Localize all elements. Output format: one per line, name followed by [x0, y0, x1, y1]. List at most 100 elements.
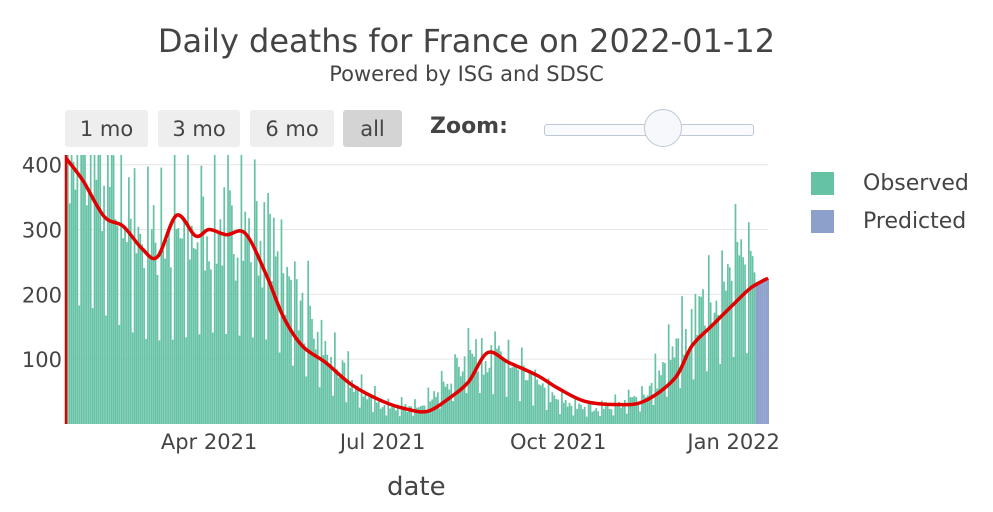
bar-observed: [725, 290, 727, 424]
bar-observed: [271, 281, 273, 424]
bar-observed: [171, 339, 174, 424]
bar-observed: [540, 385, 542, 424]
bar-observed: [227, 155, 229, 424]
bar-observed: [450, 383, 453, 424]
bar-observed: [190, 225, 193, 424]
bar-predicted: [757, 283, 760, 424]
bar-observed: [707, 255, 710, 424]
bar-observed: [255, 201, 258, 424]
bar-observed: [89, 155, 92, 424]
bar-observed: [602, 409, 605, 424]
bar-observed: [715, 300, 718, 424]
bar-observed: [301, 292, 304, 424]
legend-item-observed[interactable]: Observed: [811, 171, 969, 196]
bar-observed: [274, 256, 277, 424]
bar-observed: [221, 265, 224, 424]
legend-item-predicted[interactable]: Predicted: [811, 209, 966, 234]
bar-observed: [295, 279, 298, 424]
bar-observed: [738, 255, 741, 424]
bar-observed: [633, 396, 636, 424]
bar-observed: [204, 270, 207, 424]
bar-observed: [141, 244, 144, 424]
bar-observed: [152, 205, 155, 424]
bar-observed: [744, 264, 746, 424]
bar-observed: [726, 264, 729, 424]
bar-observed: [311, 318, 313, 424]
bar-observed: [345, 402, 348, 424]
bar-observed: [91, 308, 94, 424]
bar-observed: [127, 177, 130, 424]
bar-observed: [488, 367, 491, 424]
bar-observed: [181, 238, 184, 424]
bar-observed: [335, 369, 338, 424]
bar-observed: [641, 386, 643, 424]
bar-observed: [570, 405, 573, 424]
bar-observed: [232, 254, 235, 424]
bar-observed: [561, 390, 563, 424]
bar-observed: [120, 155, 123, 424]
bar-observed: [572, 415, 575, 424]
bar-observed: [595, 408, 598, 424]
bar-observed: [417, 407, 420, 424]
bar-observed: [169, 267, 172, 424]
bar-observed: [248, 218, 250, 424]
bar-observed: [696, 334, 699, 424]
bar-observed: [162, 250, 165, 424]
bar-observed: [753, 272, 756, 424]
bar-observed: [200, 165, 203, 425]
bar-observed: [364, 393, 367, 424]
bar-observed: [559, 413, 561, 424]
bar-observed: [259, 240, 262, 424]
bar-observed: [387, 398, 390, 424]
bar-observed: [425, 412, 428, 424]
bar-observed: [688, 350, 691, 424]
range-button-3-months[interactable]: 3 mo: [158, 110, 240, 147]
bar-observed: [148, 259, 151, 424]
bar-observed: [662, 362, 664, 424]
bar-observed: [219, 219, 222, 424]
bar-observed: [730, 280, 733, 424]
bar-observed: [627, 389, 630, 424]
bar-observed: [734, 203, 737, 424]
bar-observed: [751, 256, 754, 424]
x-tick-label: Jan 2022: [685, 430, 780, 454]
range-button-all[interactable]: all: [343, 110, 402, 147]
bars: [65, 155, 769, 425]
bar-observed: [623, 400, 626, 424]
bar-observed: [213, 155, 216, 424]
range-button-6-months[interactable]: 6 mo: [250, 110, 334, 147]
bar-observed: [459, 376, 462, 424]
bar-observed: [324, 341, 327, 424]
bar-observed: [72, 161, 75, 424]
range-button-1-month[interactable]: 1 mo: [65, 110, 148, 147]
bar-observed: [76, 155, 79, 424]
bar-observed: [328, 363, 331, 424]
bar-observed: [557, 399, 559, 424]
bar-observed: [108, 186, 111, 424]
bar-observed: [129, 218, 132, 424]
bar-observed: [246, 236, 248, 424]
chart-subtitle: Powered by ISG and SDSC: [329, 62, 604, 86]
bar-observed: [381, 407, 384, 424]
bar-observed: [416, 407, 418, 424]
bar-observed: [467, 328, 470, 424]
bar-observed: [515, 367, 517, 424]
bar-observed: [341, 360, 344, 424]
bar-observed: [242, 260, 245, 424]
bar-observed: [465, 393, 468, 424]
bar-observed: [517, 369, 519, 424]
bar-observed: [265, 339, 268, 424]
bar-observed: [393, 407, 395, 424]
bar-observed: [591, 411, 594, 424]
zoom-label: Zoom:: [430, 114, 508, 139]
bar-observed: [690, 308, 693, 424]
bar-observed: [223, 187, 226, 424]
bar-observed: [240, 155, 243, 424]
bar-observed: [545, 409, 548, 424]
bar-observed: [650, 382, 653, 424]
zoom-slider-handle[interactable]: [644, 109, 682, 147]
bar-observed: [492, 394, 495, 424]
line-smoothed: [64, 157, 769, 414]
bar-observed: [86, 205, 88, 424]
bar-observed: [107, 155, 109, 424]
